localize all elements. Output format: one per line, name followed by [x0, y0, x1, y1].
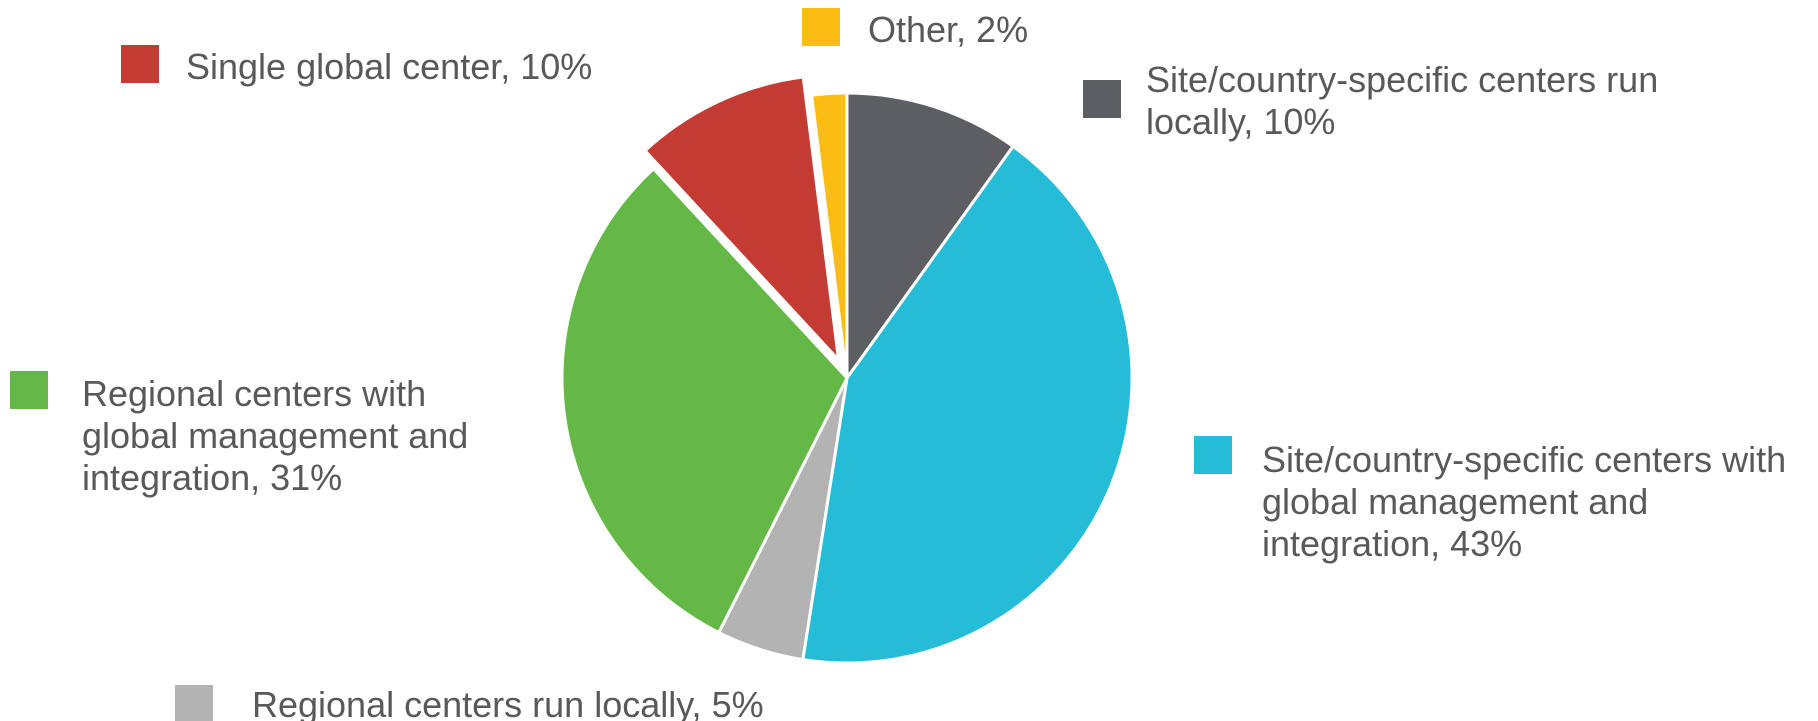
legend-swatch-other — [802, 8, 840, 46]
pie-slice-site-country-specific-centers-run-locally — [845, 91, 1015, 380]
data-label-site-country-specific-centers-with-global-management-and-integration: Site/country-specific centers with global… — [1262, 439, 1786, 564]
legend-swatch-regional-centers-run-locally — [175, 685, 213, 721]
pie-slices — [560, 75, 1134, 665]
slice-labels: Site/country-specific centers run locally… — [10, 8, 1786, 721]
data-label-line: integration, 31% — [82, 457, 342, 498]
data-label-regional-centers-with-global-management-and-integration: Regional centers with global management a… — [82, 373, 468, 498]
pie-slice-other — [810, 91, 849, 380]
data-label-line: Site/country-specific centers run — [1146, 59, 1658, 100]
legend-swatch-site-country-specific-centers-with-global-management-and-integration — [1194, 436, 1232, 474]
legend-swatch-single-global-center — [121, 45, 159, 83]
data-label-single-global-center: Single global center, 10% — [186, 46, 592, 87]
data-label-line: integration, 43% — [1262, 523, 1522, 564]
legend-swatch-regional-centers-with-global-management-and-integration — [10, 371, 48, 409]
data-label-site-country-specific-centers-run-locally: Site/country-specific centers run locally… — [1146, 59, 1658, 142]
data-label-line: Other, 2% — [868, 9, 1028, 50]
data-label-line: Regional centers with — [82, 373, 426, 414]
data-label-other: Other, 2% — [868, 9, 1028, 50]
data-label-line: locally, 10% — [1146, 101, 1335, 142]
data-label-regional-centers-run-locally: Regional centers run locally, 5% — [252, 684, 764, 721]
data-label-line: Single global center, 10% — [186, 46, 592, 87]
pie-slice-regional-centers-with-global-management-and-integration — [560, 167, 849, 635]
data-label-line: Site/country-specific centers with — [1262, 439, 1786, 480]
pie-slice-single-global-center — [643, 75, 841, 362]
data-label-line: Regional centers run locally, 5% — [252, 684, 764, 721]
data-label-line: global management and — [1262, 481, 1648, 522]
pie-slice-site-country-specific-centers-with-global-management-and-integration — [801, 144, 1134, 665]
data-label-line: global management and — [82, 415, 468, 456]
legend-swatch-site-country-specific-centers-run-locally — [1083, 80, 1121, 118]
